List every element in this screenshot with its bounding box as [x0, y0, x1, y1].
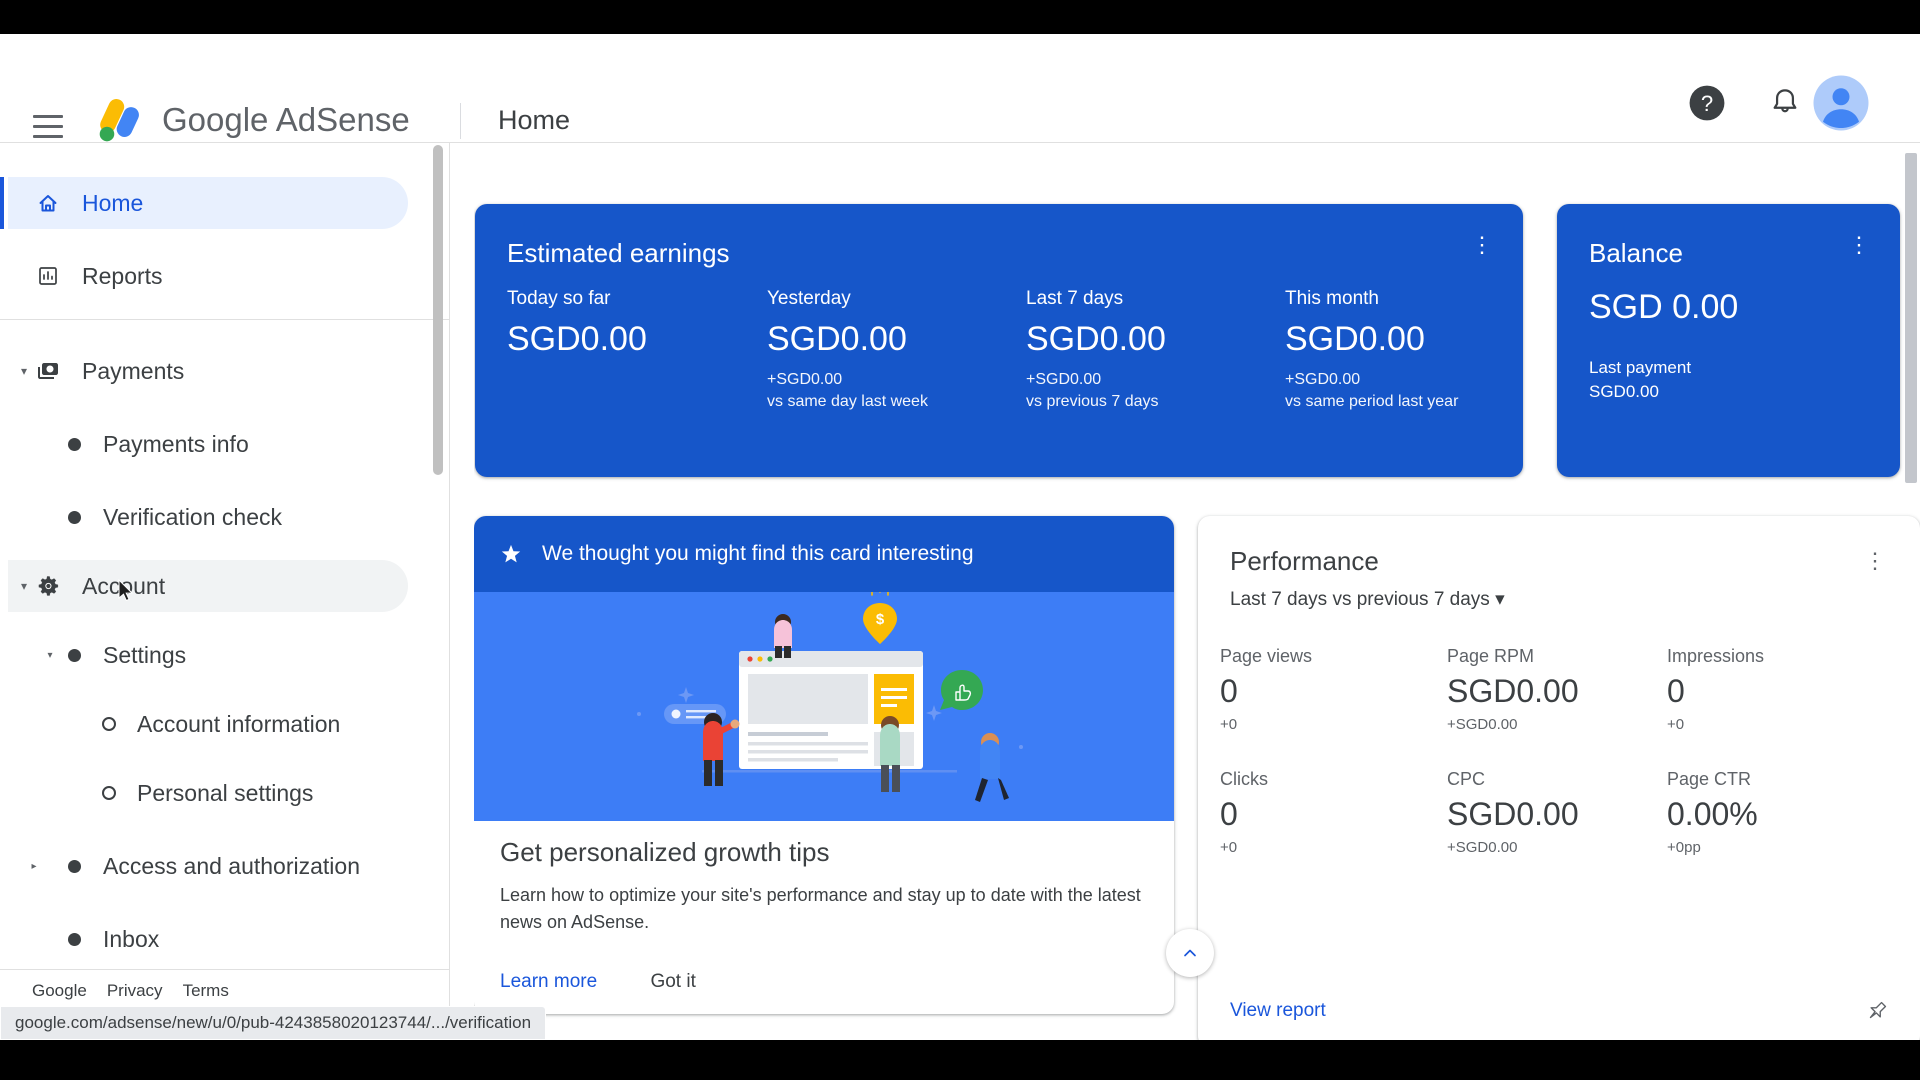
svg-text:$: $: [876, 611, 885, 628]
svg-text:?: ?: [1701, 91, 1713, 116]
